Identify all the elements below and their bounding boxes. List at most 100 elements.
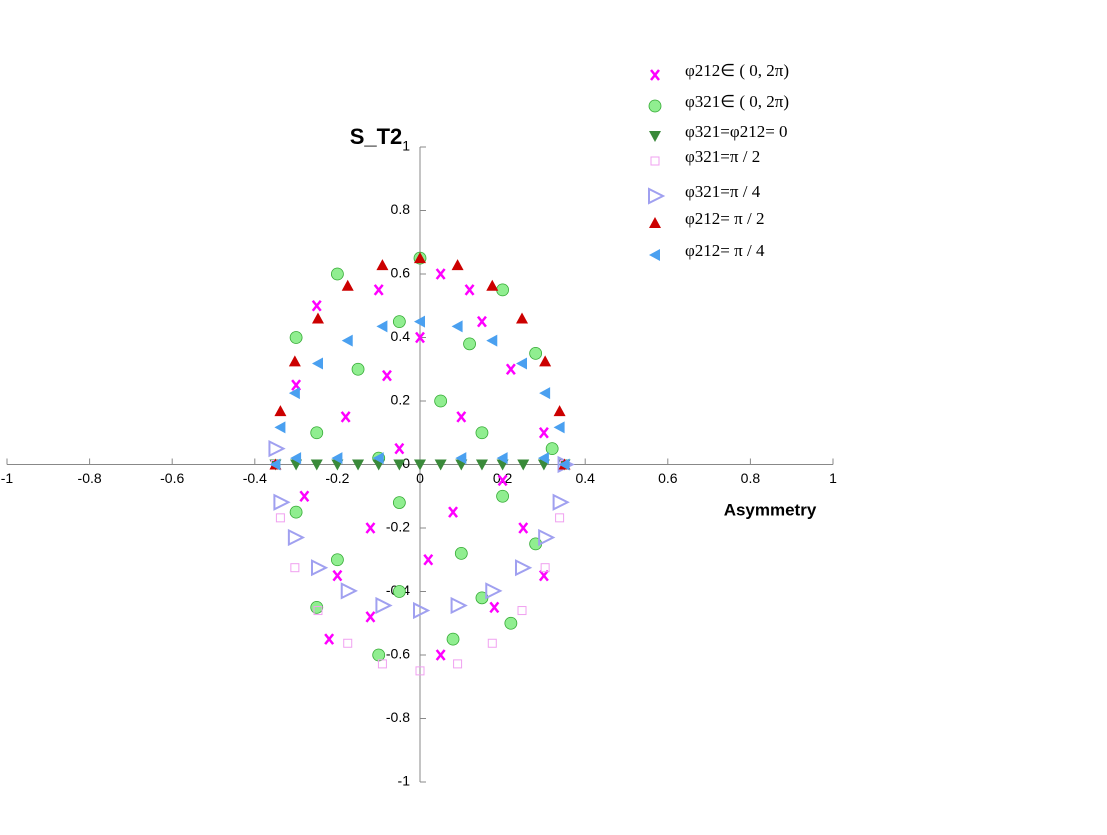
point: [341, 279, 354, 291]
point: [311, 312, 324, 324]
point: [496, 283, 510, 297]
y-tick-label: 0: [402, 455, 410, 471]
point: [476, 315, 487, 328]
point: [539, 355, 552, 367]
legend-marker: [650, 69, 660, 81]
point: [552, 493, 570, 511]
point: [365, 611, 376, 623]
point: [310, 459, 323, 471]
y-tick-label: 0.2: [391, 392, 411, 408]
point: [310, 426, 324, 440]
point: [414, 252, 426, 264]
point: [330, 553, 344, 567]
series: [289, 251, 559, 662]
legend-label: φ321=φ212= 0: [685, 122, 788, 141]
point: [287, 528, 306, 547]
point: [456, 411, 467, 423]
point: [448, 506, 459, 518]
series: [269, 252, 571, 470]
point: [496, 489, 510, 503]
point: [375, 596, 393, 615]
point: [553, 421, 565, 434]
legend-marker: [650, 156, 660, 166]
point: [537, 452, 549, 465]
x-tick-label: 0.2: [493, 470, 513, 486]
point: [288, 387, 300, 400]
legend-marker: [648, 99, 662, 113]
point: [299, 490, 310, 503]
x-tick-label: -0.8: [78, 470, 102, 486]
point: [454, 547, 468, 560]
series: [291, 268, 549, 661]
y-tick-label: 0.4: [391, 328, 411, 344]
point: [453, 659, 463, 669]
point: [289, 331, 303, 344]
point: [330, 267, 344, 281]
point: [496, 452, 508, 465]
x-tick-label: -0.2: [325, 470, 349, 486]
point: [324, 633, 335, 645]
point: [392, 315, 406, 329]
y-tick-label: 1: [402, 138, 410, 154]
legend-label: φ212= π / 2: [685, 209, 764, 228]
point: [529, 346, 543, 360]
point: [464, 284, 475, 296]
point: [434, 459, 447, 471]
legend-label: φ321=π / 2: [685, 147, 760, 166]
point: [517, 459, 530, 471]
y-axis-label: S_T2: [350, 124, 403, 149]
point: [414, 459, 426, 471]
point: [372, 452, 384, 465]
point: [392, 585, 406, 598]
point: [394, 442, 405, 455]
point: [505, 363, 516, 376]
y-tick-label: 0.8: [391, 201, 411, 217]
point: [289, 505, 303, 519]
point: [268, 440, 286, 458]
x-tick-label: -0.4: [243, 470, 267, 486]
point: [376, 320, 388, 333]
legend-marker: [649, 131, 661, 142]
point: [275, 513, 285, 523]
point: [331, 452, 343, 465]
x-tick-label: 0.8: [741, 470, 761, 486]
y-tick-label: -1: [398, 773, 411, 789]
point: [518, 522, 529, 534]
point: [539, 387, 551, 400]
legend-label: φ212= π / 4: [685, 241, 765, 260]
x-axis-label: Asymmetry: [724, 500, 817, 519]
point: [497, 474, 508, 487]
point: [487, 638, 497, 648]
y-tick-label: -0.2: [386, 519, 410, 535]
point: [423, 553, 434, 566]
point: [451, 320, 463, 333]
point: [290, 563, 300, 573]
legend-label: φ321∈ ( 0, 2π): [685, 92, 789, 111]
point: [274, 405, 287, 417]
point: [392, 496, 406, 510]
point: [310, 600, 324, 614]
legend-label: φ321=π / 4: [685, 182, 761, 201]
x-tick-label: 1: [829, 470, 837, 486]
point: [343, 638, 353, 648]
x-tick-label: 0: [416, 470, 424, 486]
series: [269, 315, 570, 471]
point: [517, 606, 527, 616]
point: [538, 426, 549, 439]
legend-marker: [649, 249, 660, 261]
point: [516, 312, 529, 324]
y-tick-label: 0.6: [391, 265, 411, 281]
point: [372, 648, 386, 662]
point: [288, 355, 301, 367]
x-tick-label: 0.6: [658, 470, 678, 486]
point: [274, 421, 286, 434]
point: [311, 357, 323, 370]
y-tick-label: -0.6: [386, 646, 410, 662]
point: [376, 259, 389, 271]
point: [553, 405, 566, 417]
point: [489, 601, 500, 614]
point: [341, 334, 353, 347]
point: [463, 337, 476, 351]
point: [365, 522, 376, 534]
point: [311, 299, 322, 312]
